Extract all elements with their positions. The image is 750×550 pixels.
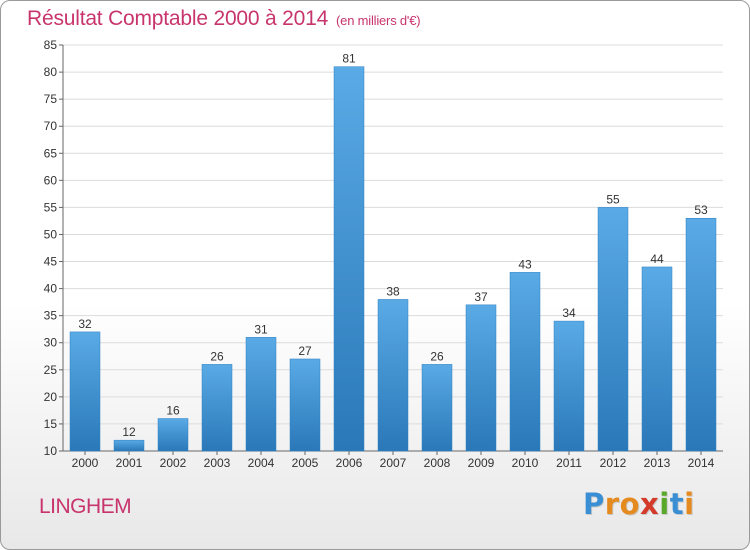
- logo-letter: P: [583, 487, 605, 521]
- y-tick-label: 25: [44, 363, 58, 377]
- chart-title-text: Résultat Comptable 2000 à 2014: [27, 7, 329, 30]
- bar: [465, 304, 497, 452]
- y-tick-label: 30: [44, 336, 58, 350]
- data-label: 53: [694, 203, 708, 217]
- chart-title: Résultat Comptable 2000 à 2014 (en millie…: [27, 7, 421, 31]
- bar: [289, 358, 321, 452]
- bar: [509, 272, 541, 452]
- data-label: 26: [430, 349, 444, 363]
- y-tick-label: 75: [44, 92, 58, 106]
- y-tick-label: 65: [44, 146, 58, 160]
- x-tick-label: 2012: [600, 456, 627, 470]
- y-tick-label: 15: [44, 417, 58, 431]
- bar: [157, 418, 189, 452]
- y-tick-label: 70: [44, 119, 58, 133]
- x-tick-label: 2002: [160, 456, 187, 470]
- bar: [377, 299, 409, 452]
- bar: [421, 364, 453, 452]
- y-tick-label: 40: [44, 282, 58, 296]
- x-tick-label: 2007: [380, 456, 407, 470]
- logo-letter: o: [619, 487, 641, 521]
- logo-letter: x: [640, 487, 660, 521]
- y-tick-label: 50: [44, 227, 58, 241]
- data-label: 81: [342, 52, 356, 66]
- axis-layer: 10 15 20 25 30 35 40 45 50 55 60 65 70 75 80 85 2000 2001…: [44, 38, 723, 470]
- y-tick-label: 55: [44, 200, 58, 214]
- bar: [641, 266, 673, 452]
- data-label: 44: [650, 252, 664, 266]
- x-tick-label: 2013: [644, 456, 671, 470]
- y-tick-label: 85: [44, 38, 58, 52]
- logo-letter: t: [669, 487, 685, 521]
- bar: [553, 320, 585, 452]
- data-label: 12: [122, 425, 136, 439]
- bar: [245, 337, 277, 452]
- y-tick-label: 45: [44, 255, 58, 269]
- y-tick-label: 20: [44, 390, 58, 404]
- x-tick-label: 2011: [556, 456, 582, 470]
- data-label: 43: [518, 257, 532, 271]
- data-label: 26: [210, 349, 224, 363]
- data-label: 38: [386, 284, 400, 298]
- y-tick-label: 80: [44, 65, 58, 79]
- x-tick-label: 2004: [248, 456, 275, 470]
- bar: [201, 364, 233, 452]
- data-label: 32: [78, 317, 92, 331]
- data-label: 37: [474, 290, 488, 304]
- bar: [597, 207, 629, 452]
- logo-letter: i: [684, 487, 695, 521]
- x-tick-label: 2008: [424, 456, 451, 470]
- x-tick-label: 2000: [72, 456, 99, 470]
- label-layer: 32 12 16 26 31 27 81 38 26 37 43 34 55 44 53: [78, 52, 708, 440]
- y-tick-label: 10: [44, 444, 58, 458]
- y-tick-label: 60: [44, 173, 58, 187]
- bar: [685, 217, 717, 452]
- logo-letter: r: [604, 487, 620, 521]
- x-tick-label: 2009: [468, 456, 495, 470]
- bar-layer: [69, 66, 717, 452]
- data-label: 34: [562, 306, 576, 320]
- data-label: 55: [606, 192, 620, 206]
- logo-letter: i: [659, 487, 670, 521]
- bar: [113, 439, 145, 452]
- data-label: 31: [254, 322, 268, 336]
- bar: [69, 331, 101, 452]
- bar: [333, 66, 365, 452]
- x-tick-label: 2010: [512, 456, 539, 470]
- data-label: 27: [298, 344, 312, 358]
- y-tick-label: 35: [44, 309, 58, 323]
- proxiti-logo: Proxiti: [583, 487, 695, 521]
- x-tick-label: 2001: [116, 456, 143, 470]
- x-tick-label: 2005: [292, 456, 319, 470]
- unit-note: (en milliers d'€): [336, 13, 421, 28]
- x-tick-label: 2003: [204, 456, 231, 470]
- x-tick-label: 2006: [336, 456, 363, 470]
- commune-name: LINGHEM: [39, 495, 132, 518]
- x-tick-label: 2014: [688, 456, 715, 470]
- data-label: 16: [166, 404, 180, 418]
